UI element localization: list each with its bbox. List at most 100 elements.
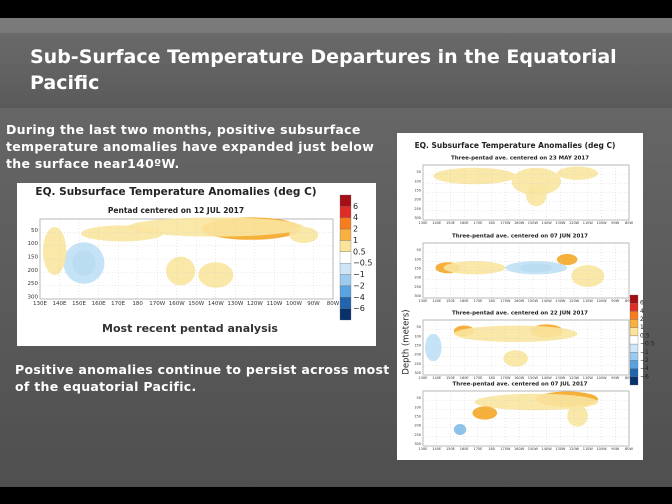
slide-title: Sub-Surface Temperature Departures in th… [30, 46, 617, 94]
x-tick-label: 140E [432, 299, 441, 303]
x-tick-label: 130E [419, 376, 428, 380]
colorbar-swatch [339, 285, 352, 298]
x-tick-label: 80W [625, 299, 633, 303]
y-tick-label: 100 [414, 334, 421, 338]
x-tick-label: 110W [583, 221, 594, 225]
colorbar-swatch [629, 352, 639, 361]
colorbar-swatch [629, 319, 639, 328]
colorbar-label: 2 [640, 316, 644, 323]
y-tick-label: 300 [414, 294, 421, 298]
y-tick-label: 250 [28, 281, 39, 287]
x-tick-label: 140E [53, 301, 67, 307]
x-tick-label: 130E [33, 301, 47, 307]
y-tick-label: 200 [28, 268, 39, 274]
x-tick-label: 90W [611, 447, 619, 451]
panel-y-label: Depth (meters) [402, 309, 412, 374]
y-tick-label: 100 [28, 241, 39, 247]
anomaly-blob [511, 167, 562, 196]
colorbar-label: −4 [640, 365, 649, 372]
colorbar-label: −6 [353, 304, 365, 313]
y-tick-label: 300 [414, 371, 421, 375]
x-tick-label: 110W [583, 299, 594, 303]
paragraph: Positive anomalies continue to persist a… [15, 362, 390, 394]
anomaly-blob [453, 424, 467, 435]
x-tick-label: 160W [514, 221, 525, 225]
y-tick-label: 200 [414, 424, 421, 428]
x-tick-label: 150W [188, 301, 204, 307]
y-tick-label: 250 [414, 207, 421, 211]
map-subtitle: Three-pentad ave. centered on 22 JUN 201… [452, 311, 588, 317]
x-tick-label: 130E [419, 447, 428, 451]
x-tick-label: 150E [446, 299, 455, 303]
anomaly-blob [567, 404, 588, 427]
colorbar-swatch [629, 360, 639, 369]
x-tick-label: 160E [460, 376, 469, 380]
y-tick-label: 200 [414, 353, 421, 357]
anomaly-blob [127, 217, 304, 237]
x-tick-label: 120W [247, 301, 263, 307]
anomaly-blob [503, 350, 529, 367]
colorbar-swatch [339, 308, 352, 321]
y-tick-label: 150 [28, 255, 39, 261]
x-tick-label: 170E [473, 299, 482, 303]
x-tick-label: 100W [286, 301, 302, 307]
anomaly-blob [526, 184, 547, 207]
x-tick-label: 130E [419, 299, 428, 303]
colorbar-label: 4 [353, 213, 358, 222]
x-tick-label: 120W [569, 221, 580, 225]
colorbar-swatch [339, 217, 352, 230]
map-subtitle: Three-pentad ave. centered on 23 MAY 201… [451, 156, 589, 162]
x-tick-label: 150E [446, 376, 455, 380]
x-tick-label: 110W [583, 447, 594, 451]
colorbar-swatch [629, 294, 639, 304]
x-tick-label: 100W [596, 221, 607, 225]
colorbar-swatch [339, 263, 352, 275]
y-tick-label: 300 [414, 442, 421, 446]
x-tick-label: 80W [625, 447, 633, 451]
y-tick-label: 150 [414, 267, 421, 271]
x-tick-label: 100W [596, 299, 607, 303]
x-tick-label: 150E [446, 221, 455, 225]
paragraph: During the last two months, positive sub… [6, 122, 375, 171]
anomaly-blob [198, 262, 234, 288]
y-tick-label: 250 [414, 285, 421, 289]
x-tick-label: 130W [555, 299, 566, 303]
x-tick-label: 150W [528, 376, 539, 380]
colorbar-label: −4 [353, 293, 365, 302]
colorbar-swatch [339, 251, 352, 264]
colorbar-swatch [339, 240, 352, 252]
colorbar-label: 2 [353, 225, 358, 234]
colorbar-label: −1 [353, 270, 365, 279]
y-tick-label: 300 [28, 295, 39, 301]
x-tick-label: 180 [488, 221, 495, 225]
colorbar-swatch [629, 335, 639, 345]
x-tick-label: 160E [460, 221, 469, 225]
x-tick-label: 100W [596, 447, 607, 451]
y-tick-label: 250 [414, 433, 421, 437]
y-tick-label: 50 [417, 325, 421, 329]
x-tick-label: 170W [500, 376, 511, 380]
figure-caption: Most recent pentad analysis [102, 322, 278, 335]
y-tick-label: 150 [414, 415, 421, 419]
x-tick-label: 150E [72, 301, 86, 307]
colorbar-swatch [629, 327, 639, 337]
anomaly-blob [433, 167, 516, 185]
anomaly-blob [556, 166, 599, 180]
x-tick-label: 120W [569, 376, 580, 380]
anomaly-blob [505, 261, 568, 275]
x-tick-label: 170W [149, 301, 165, 307]
x-tick-label: 170W [500, 447, 511, 451]
y-tick-label: 50 [417, 248, 421, 252]
anomaly-blob [425, 333, 442, 362]
colorbar-label: 4 [640, 308, 644, 315]
anomaly-blob [472, 406, 498, 420]
map-subtitle: Three-pentad ave. centered on 07 JUL 201… [453, 382, 588, 388]
anomaly-blob [453, 325, 578, 342]
colorbar-swatch [339, 206, 352, 218]
x-tick-label: 140E [432, 376, 441, 380]
x-tick-label: 180 [488, 376, 495, 380]
colorbar-swatch [339, 228, 352, 241]
x-tick-label: 90W [611, 376, 619, 380]
x-tick-label: 120W [569, 447, 580, 451]
